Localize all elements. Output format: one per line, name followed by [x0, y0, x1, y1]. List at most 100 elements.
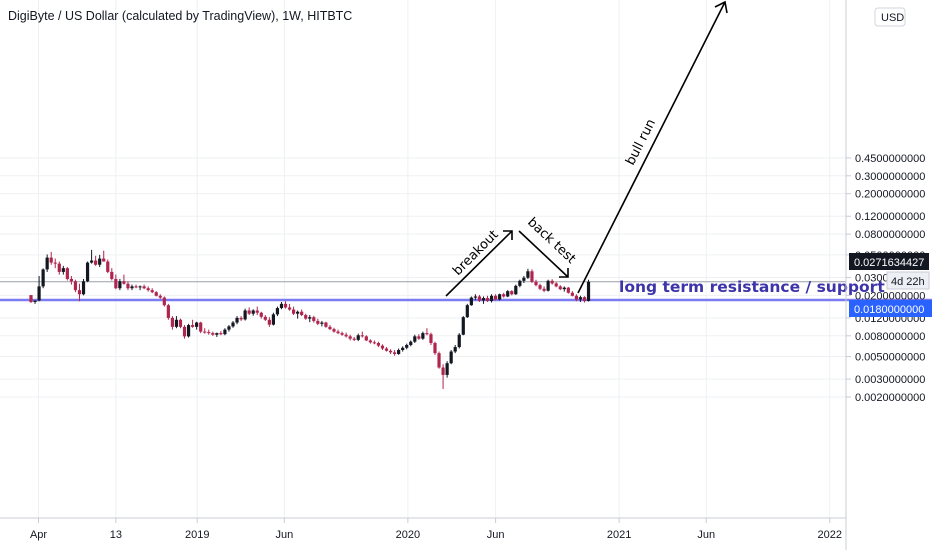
currency-button[interactable]: USD	[874, 7, 906, 27]
candle	[316, 318, 320, 326]
candle	[231, 320, 235, 328]
candle-body	[526, 271, 530, 278]
candle-body	[316, 320, 320, 324]
bull-run-arrow[interactable]	[577, 0, 728, 294]
candle	[219, 331, 223, 336]
candle	[360, 331, 364, 338]
candle-body	[211, 333, 215, 335]
candle-body	[275, 308, 280, 315]
candle	[534, 279, 538, 287]
candle	[473, 294, 477, 300]
candle-body	[312, 317, 316, 321]
price-tick-label: 0.4500000000	[855, 153, 925, 165]
time-tick-label: 2021	[607, 529, 631, 541]
candle	[570, 291, 574, 297]
candle	[85, 261, 90, 283]
candle-body	[33, 300, 37, 303]
price-tick-label: 0.0020000000	[855, 392, 925, 404]
chart-title: DigiByte / US Dollar (calculated by Trad…	[8, 9, 353, 23]
candle	[191, 319, 195, 328]
candle-body	[360, 335, 364, 337]
countdown-value: 4d 22h	[891, 276, 925, 288]
candle	[126, 281, 130, 291]
candle-body	[397, 350, 401, 354]
candle-body	[433, 342, 437, 354]
candle-body	[421, 333, 425, 339]
candle-body	[502, 294, 506, 297]
candle	[29, 295, 33, 304]
breakout-label: breakout	[450, 227, 501, 278]
candle-body	[154, 292, 158, 296]
candle-body	[453, 347, 457, 352]
candle-body	[348, 336, 352, 339]
candle-body	[126, 283, 130, 289]
candle	[146, 286, 150, 292]
candle	[429, 332, 433, 345]
candle	[267, 317, 271, 327]
candle-body	[485, 298, 490, 301]
candle	[134, 284, 138, 289]
candle-body	[562, 287, 566, 290]
price-tick-label: 0.0080000000	[855, 331, 925, 343]
candle-body	[199, 322, 203, 332]
time-axis[interactable]: Apr 13 2019 Jun 2020 Jun 2021 Jun 2022	[30, 518, 842, 541]
candle-body	[384, 348, 389, 351]
candle	[106, 259, 110, 274]
candle	[413, 334, 417, 343]
candle-body	[203, 331, 207, 333]
candle	[526, 268, 530, 279]
candle-body	[380, 345, 385, 349]
candle	[388, 349, 393, 354]
candle	[195, 321, 199, 330]
candle-body	[336, 331, 340, 334]
candle-body	[437, 353, 441, 368]
candle	[401, 346, 405, 352]
candle	[162, 296, 166, 307]
price-tick-label: 0.0030000000	[855, 374, 925, 386]
candle	[170, 316, 174, 330]
candle-body	[582, 297, 587, 301]
candle	[494, 294, 498, 301]
candle	[243, 308, 247, 321]
back-test-arrow[interactable]	[518, 230, 569, 278]
candle	[57, 261, 61, 275]
candle-body	[73, 281, 78, 291]
candle-body	[130, 286, 134, 289]
candle	[142, 284, 146, 290]
candle	[320, 320, 324, 327]
candle	[554, 282, 558, 288]
candle-body	[477, 296, 482, 301]
candle	[586, 279, 591, 302]
candle	[174, 316, 179, 329]
candle-body	[114, 278, 118, 289]
time-tick-label: 2020	[396, 529, 420, 541]
candle	[558, 285, 562, 291]
candle-body	[37, 286, 41, 301]
candle-body	[29, 295, 33, 303]
candle-body	[41, 269, 45, 287]
candle	[489, 294, 494, 303]
candle-body	[376, 342, 381, 346]
candle	[251, 309, 255, 316]
back-test-label: back test	[524, 215, 578, 267]
candle	[41, 268, 45, 289]
candle-body	[219, 333, 223, 335]
candle	[437, 351, 441, 369]
candle	[166, 303, 170, 320]
candle-body	[195, 322, 199, 327]
candlestick-series	[29, 249, 591, 389]
candle-body	[457, 334, 461, 348]
candle-body	[530, 271, 534, 282]
breakout-arrow[interactable]	[445, 230, 513, 297]
candle	[287, 303, 292, 311]
candle-body	[296, 311, 300, 314]
candle	[223, 328, 227, 336]
candle	[562, 286, 566, 292]
candle-body	[287, 307, 292, 310]
candle	[352, 336, 356, 342]
candle-body	[489, 295, 494, 301]
candle-body	[239, 317, 243, 320]
candle-body	[118, 281, 122, 289]
candle-body	[401, 347, 405, 351]
